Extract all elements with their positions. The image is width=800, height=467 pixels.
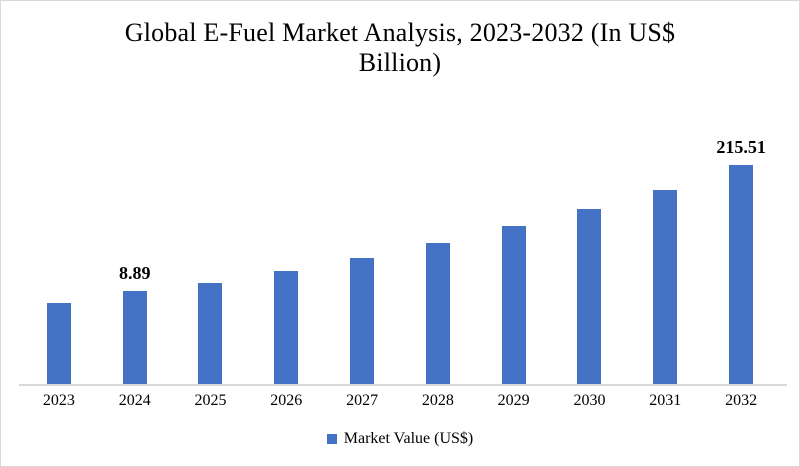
bar-column-2030 (552, 121, 628, 384)
bar-column-2026 (248, 121, 324, 384)
plot-area: 8.89 215.51 (21, 121, 779, 384)
x-axis-label-2023: 2023 (42, 392, 75, 409)
bar-column-2027 (324, 121, 400, 384)
x-axis-label-2032: 2032 (725, 392, 758, 409)
bar-2025 (198, 283, 223, 384)
bar-2027 (350, 258, 375, 384)
data-label-2024: 8.89 (118, 263, 151, 283)
bar-2030 (577, 209, 602, 384)
x-axis-labels: 2023 2024 2025 2026 2027 2028 2029 2030 2031 2032 (21, 392, 779, 410)
chart-title-line1: Global E-Fuel Market Analysis, 2023-2032… (124, 18, 676, 47)
bar-2026 (274, 271, 299, 384)
bar-column-2032: 215.51 (703, 121, 779, 384)
x-axis-label-2024: 2024 (118, 392, 151, 409)
data-label-2032: 215.51 (716, 137, 766, 157)
x-axis-label-2029: 2029 (497, 392, 530, 409)
bar-column-2031 (627, 121, 703, 384)
x-axis-label-2028: 2028 (421, 392, 454, 409)
chart-title-line2: Billion) (358, 48, 442, 78)
bar-2031 (653, 190, 678, 384)
bar-2029 (501, 226, 526, 384)
x-axis-label-2030: 2030 (573, 392, 606, 409)
bar-column-2024: 8.89 (97, 121, 173, 384)
x-axis-label-2027: 2027 (346, 392, 379, 409)
x-axis-label-2031: 2031 (649, 392, 682, 409)
x-axis-label-2025: 2025 (194, 392, 227, 409)
legend: Market Value (US$) (1, 430, 799, 448)
bar-column-2025 (173, 121, 249, 384)
x-axis-label-2026: 2026 (270, 392, 303, 409)
chart-title: Global E-Fuel Market Analysis, 2023-2032… (1, 18, 799, 79)
bar-column-2029 (476, 121, 552, 384)
x-axis-line (19, 384, 787, 386)
legend-label: Market Value (US$) (343, 430, 474, 447)
bar-2023 (46, 303, 71, 384)
bar-column-2028 (400, 121, 476, 384)
bar-2028 (425, 243, 450, 384)
bar-2024 (122, 291, 147, 384)
bar-2032 (729, 165, 754, 384)
legend-swatch (326, 434, 337, 444)
bar-column-2023 (21, 121, 97, 384)
